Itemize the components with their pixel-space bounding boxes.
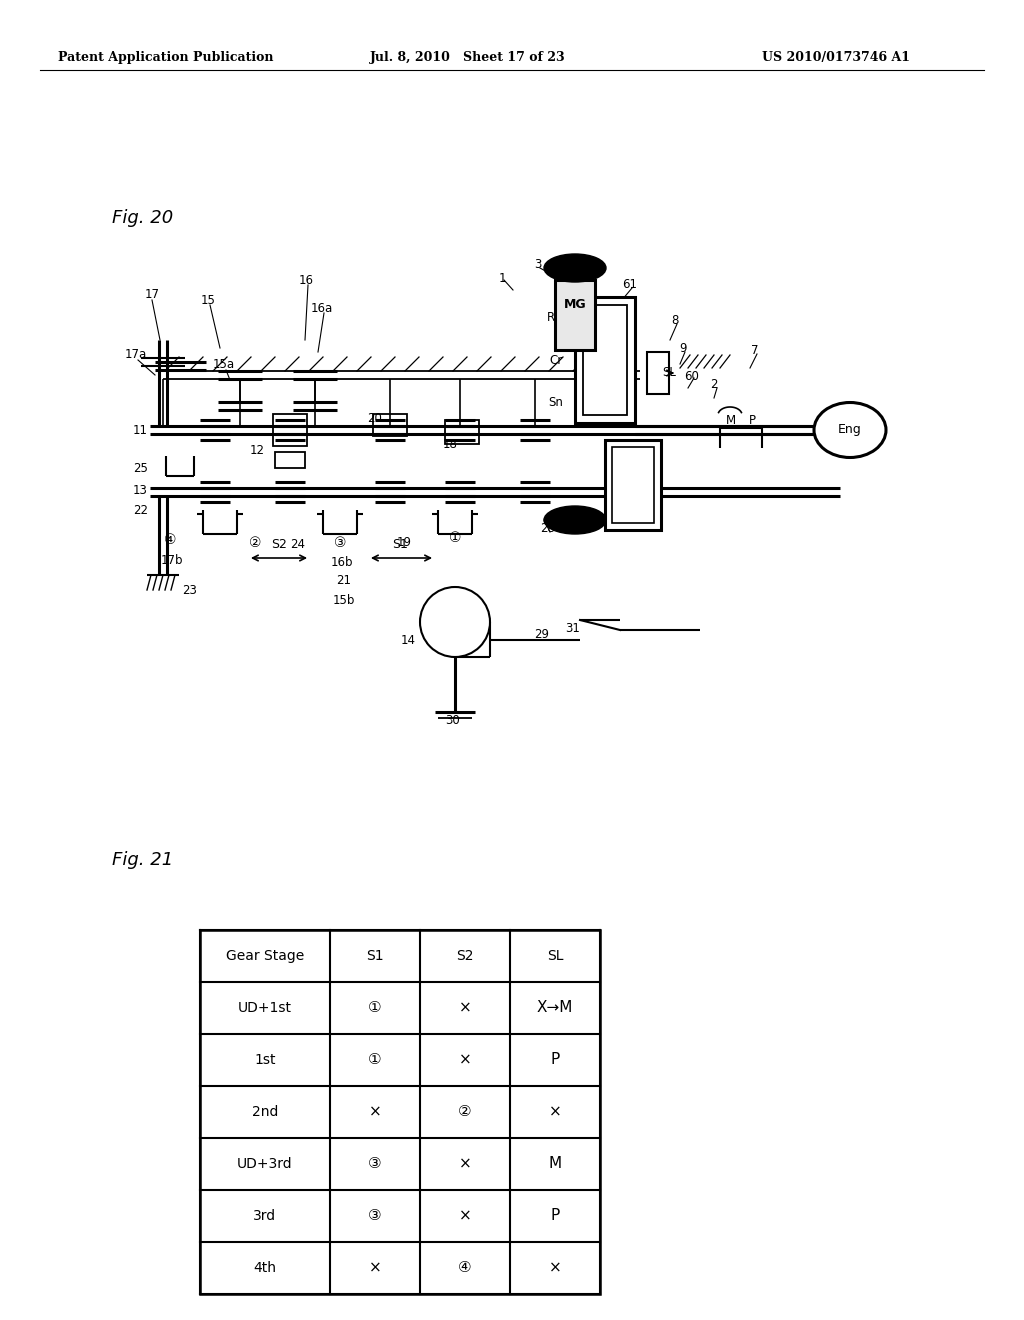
Text: ×: ×	[459, 1052, 471, 1068]
Text: 2: 2	[711, 379, 718, 392]
Text: S1: S1	[367, 949, 384, 964]
Text: 23: 23	[182, 583, 198, 597]
Text: 17: 17	[144, 289, 160, 301]
Bar	[612, 447, 654, 523]
Bar	[575, 297, 635, 422]
Text: 16a: 16a	[311, 301, 333, 314]
Text: 11: 11	[133, 424, 148, 437]
Text: 4th: 4th	[254, 1261, 276, 1275]
Text: 2nd: 2nd	[252, 1105, 279, 1119]
Text: 1st: 1st	[254, 1053, 275, 1067]
Text: 8: 8	[672, 314, 679, 326]
Text: 17a: 17a	[125, 348, 147, 362]
Text: ②: ②	[458, 1105, 472, 1119]
Text: ①: ①	[369, 1001, 382, 1015]
Text: MG: MG	[563, 298, 587, 312]
Text: P: P	[749, 413, 756, 426]
Text: S2: S2	[271, 537, 287, 550]
Ellipse shape	[544, 506, 606, 535]
Text: X→M: X→M	[537, 1001, 573, 1015]
Bar	[555, 280, 595, 350]
Text: ×: ×	[459, 1209, 471, 1224]
Bar	[200, 931, 600, 1294]
Text: SL: SL	[662, 367, 676, 380]
Circle shape	[420, 587, 490, 657]
Text: Fig. 21: Fig. 21	[112, 851, 173, 869]
Text: ①: ①	[449, 531, 461, 545]
Text: 9: 9	[679, 342, 687, 355]
Text: ×: ×	[549, 1261, 561, 1275]
Text: 21: 21	[337, 573, 351, 586]
Text: US 2010/0173746 A1: US 2010/0173746 A1	[762, 50, 910, 63]
Text: 3rd: 3rd	[253, 1209, 276, 1224]
Text: 22: 22	[133, 503, 148, 516]
Text: Eng: Eng	[838, 424, 862, 437]
Text: 28: 28	[541, 521, 555, 535]
Text: P: P	[550, 1209, 560, 1224]
Bar	[583, 305, 627, 414]
Text: ×: ×	[369, 1105, 381, 1119]
Bar	[647, 352, 669, 393]
Text: 25: 25	[133, 462, 148, 474]
Text: P: P	[550, 1052, 560, 1068]
Text: ×: ×	[369, 1261, 381, 1275]
Bar	[445, 420, 479, 444]
Text: ③: ③	[369, 1209, 382, 1224]
Text: 13: 13	[133, 483, 148, 496]
Text: S1: S1	[392, 537, 408, 550]
Text: 15: 15	[201, 293, 215, 306]
Ellipse shape	[814, 403, 886, 458]
Text: 16b: 16b	[331, 556, 353, 569]
Text: ×: ×	[549, 1105, 561, 1119]
Text: 3: 3	[535, 259, 542, 272]
Text: Fig. 20: Fig. 20	[112, 209, 173, 227]
Text: 20: 20	[368, 412, 382, 425]
Text: Rg: Rg	[548, 312, 563, 325]
Text: 15a: 15a	[213, 358, 236, 371]
Text: M: M	[549, 1156, 561, 1172]
Text: 14: 14	[400, 634, 416, 647]
Text: ①: ①	[369, 1052, 382, 1068]
Text: 30: 30	[445, 714, 461, 726]
Text: ×: ×	[459, 1156, 471, 1172]
Text: Sn: Sn	[548, 396, 563, 408]
Text: ×: ×	[459, 1001, 471, 1015]
Bar	[275, 451, 305, 469]
Text: 61: 61	[623, 279, 638, 292]
Bar	[373, 414, 407, 436]
Text: 12: 12	[250, 444, 264, 457]
Text: Gear Stage: Gear Stage	[226, 949, 304, 964]
Bar	[273, 414, 307, 446]
Text: UD+1st: UD+1st	[238, 1001, 292, 1015]
Text: 31: 31	[565, 622, 581, 635]
Text: ②: ②	[249, 536, 261, 550]
Text: 29: 29	[535, 628, 550, 642]
Text: 7: 7	[752, 343, 759, 356]
Text: ④: ④	[164, 533, 176, 546]
Text: 15b: 15b	[333, 594, 355, 606]
Text: ④: ④	[458, 1261, 472, 1275]
Text: SL: SL	[547, 949, 563, 964]
Text: 14b: 14b	[425, 634, 447, 647]
Text: UD+3rd: UD+3rd	[238, 1158, 293, 1171]
Text: 19: 19	[396, 536, 412, 549]
Text: 18: 18	[442, 438, 458, 451]
Text: 24: 24	[291, 539, 305, 552]
Text: Patent Application Publication: Patent Application Publication	[58, 50, 273, 63]
Text: ③: ③	[334, 536, 346, 550]
Text: M: M	[726, 413, 736, 426]
Text: 60: 60	[685, 370, 699, 383]
Text: 17b: 17b	[161, 553, 183, 566]
Bar	[605, 440, 662, 531]
Text: 1: 1	[499, 272, 506, 285]
Text: ③: ③	[369, 1156, 382, 1172]
Ellipse shape	[544, 253, 606, 282]
Text: 16: 16	[299, 273, 313, 286]
Text: S2: S2	[457, 949, 474, 964]
Text: Cr: Cr	[550, 354, 563, 367]
Text: Jul. 8, 2010   Sheet 17 of 23: Jul. 8, 2010 Sheet 17 of 23	[370, 50, 565, 63]
